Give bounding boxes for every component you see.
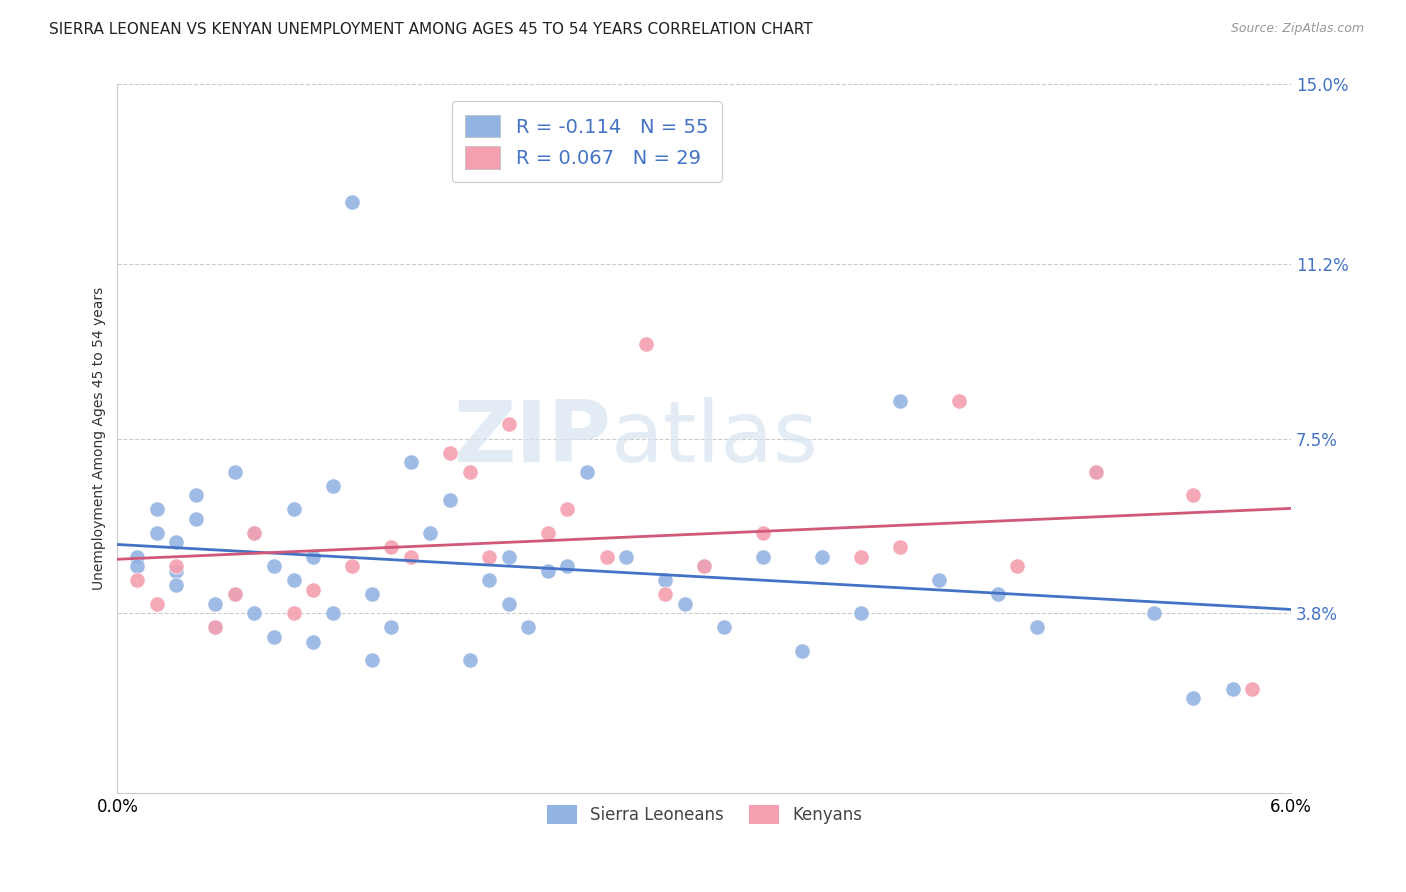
Point xyxy=(1241,681,1264,696)
Point xyxy=(458,653,481,667)
Y-axis label: Unemployment Among Ages 45 to 54 years: Unemployment Among Ages 45 to 54 years xyxy=(93,287,107,591)
Point xyxy=(419,526,441,541)
Point xyxy=(283,573,305,587)
Point xyxy=(204,620,226,634)
Point xyxy=(792,644,814,658)
Point xyxy=(360,653,382,667)
Point xyxy=(243,526,266,541)
Point xyxy=(125,549,148,564)
Point xyxy=(948,393,970,408)
Point xyxy=(263,559,285,574)
Point xyxy=(302,549,325,564)
Point xyxy=(458,465,481,479)
Point xyxy=(889,540,911,554)
Point xyxy=(165,578,187,592)
Point xyxy=(399,549,422,564)
Point xyxy=(302,582,325,597)
Point xyxy=(575,465,598,479)
Point xyxy=(165,559,187,574)
Point xyxy=(439,492,461,507)
Point xyxy=(498,549,520,564)
Point xyxy=(537,564,560,578)
Point xyxy=(634,337,657,351)
Point xyxy=(204,597,226,611)
Point xyxy=(889,393,911,408)
Point xyxy=(478,549,501,564)
Point xyxy=(204,620,226,634)
Point xyxy=(224,465,246,479)
Point xyxy=(517,620,540,634)
Point xyxy=(498,417,520,432)
Point xyxy=(595,549,617,564)
Point xyxy=(224,587,246,601)
Point xyxy=(1007,559,1029,574)
Point xyxy=(557,559,579,574)
Point xyxy=(380,620,402,634)
Point xyxy=(125,559,148,574)
Point xyxy=(322,606,344,620)
Point xyxy=(283,606,305,620)
Point xyxy=(673,597,696,611)
Point xyxy=(849,606,872,620)
Point xyxy=(1025,620,1047,634)
Point xyxy=(752,549,775,564)
Point xyxy=(693,559,716,574)
Text: SIERRA LEONEAN VS KENYAN UNEMPLOYMENT AMONG AGES 45 TO 54 YEARS CORRELATION CHAR: SIERRA LEONEAN VS KENYAN UNEMPLOYMENT AM… xyxy=(49,22,813,37)
Point xyxy=(165,564,187,578)
Point xyxy=(537,526,560,541)
Point xyxy=(340,559,363,574)
Point xyxy=(654,587,676,601)
Point xyxy=(360,587,382,601)
Point xyxy=(322,479,344,493)
Text: atlas: atlas xyxy=(610,397,818,480)
Point xyxy=(752,526,775,541)
Point xyxy=(987,587,1010,601)
Point xyxy=(145,597,167,611)
Point xyxy=(224,587,246,601)
Point xyxy=(654,573,676,587)
Point xyxy=(713,620,735,634)
Point xyxy=(810,549,832,564)
Point xyxy=(498,597,520,611)
Point xyxy=(1084,465,1107,479)
Text: Source: ZipAtlas.com: Source: ZipAtlas.com xyxy=(1230,22,1364,36)
Point xyxy=(439,446,461,460)
Point xyxy=(849,549,872,564)
Point xyxy=(380,540,402,554)
Point xyxy=(184,488,207,502)
Point xyxy=(399,455,422,469)
Point xyxy=(557,502,579,516)
Point xyxy=(928,573,950,587)
Text: ZIP: ZIP xyxy=(453,397,610,480)
Point xyxy=(340,195,363,210)
Point xyxy=(184,512,207,526)
Point xyxy=(263,630,285,644)
Point xyxy=(302,634,325,648)
Point xyxy=(478,573,501,587)
Point xyxy=(165,535,187,549)
Point xyxy=(145,502,167,516)
Point xyxy=(614,549,637,564)
Point xyxy=(1222,681,1244,696)
Point xyxy=(243,606,266,620)
Point xyxy=(243,526,266,541)
Point xyxy=(1182,488,1205,502)
Point xyxy=(145,526,167,541)
Point xyxy=(1084,465,1107,479)
Point xyxy=(1182,691,1205,706)
Legend: Sierra Leoneans, Kenyans: Sierra Leoneans, Kenyans xyxy=(537,795,872,834)
Point xyxy=(125,573,148,587)
Point xyxy=(283,502,305,516)
Point xyxy=(693,559,716,574)
Point xyxy=(1143,606,1166,620)
